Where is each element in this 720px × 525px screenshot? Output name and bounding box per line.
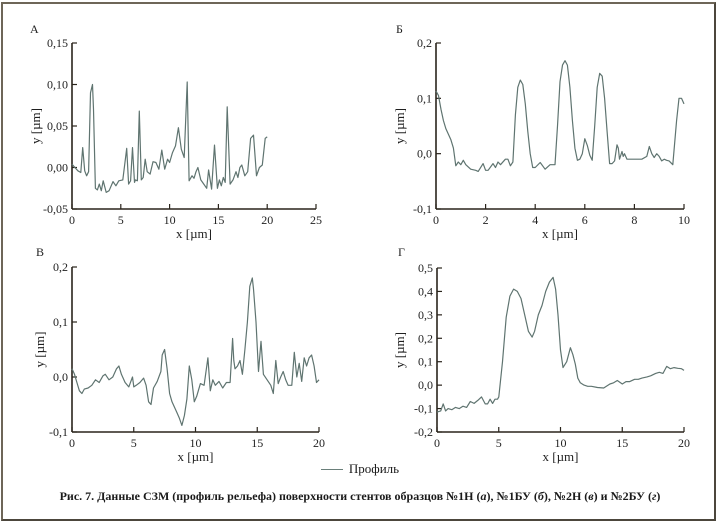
legend-line-swatch: [320, 468, 343, 470]
x-axis-label: x [µm]: [542, 226, 578, 241]
y-tick-label: 0,2: [417, 36, 432, 50]
legend: Профиль: [0, 461, 720, 477]
panel-label: В: [36, 245, 44, 259]
profile-series-line: [436, 276, 685, 413]
x-tick-label: 0: [69, 213, 75, 227]
x-tick-label: 8: [631, 213, 637, 227]
caption-b: б: [537, 489, 544, 503]
x-tick-label: 6: [582, 213, 588, 227]
x-tick-label: 10: [555, 436, 567, 450]
caption-d: г: [651, 489, 657, 503]
y-tick-label: 0,5: [418, 261, 433, 275]
y-tick-label: -0,1: [49, 425, 68, 439]
y-tick-label: 0,10: [47, 78, 68, 92]
panel-label: Г: [398, 245, 405, 259]
x-tick-label: 10: [164, 213, 176, 227]
y-tick-label: 0,2: [418, 331, 433, 345]
caption-a: а: [480, 489, 487, 503]
y-tick-label: -0,05: [43, 202, 68, 216]
x-tick-label: 25: [310, 213, 322, 227]
y-axis-label: y [µm]: [392, 332, 407, 368]
x-axis-label: x [µm]: [177, 449, 213, 464]
chart-panel-3: В -0,1 0,0 0,1 0,2 0 5 10 15 20 x [µm] y [µm]: [32, 245, 325, 464]
caption-sep2: ), №2Н (: [543, 489, 589, 503]
x-tick-label: 10: [190, 436, 202, 450]
caption-c: в: [588, 489, 594, 503]
x-tick-label: 0: [434, 436, 440, 450]
chart-panel-1: А -0,05 0,00 0,05 0,10 0,15 0 5 10 15 20 25 x [µm] y …: [28, 22, 322, 241]
x-tick-label: 5: [118, 213, 124, 227]
y-tick-label: 0,2: [53, 260, 68, 274]
x-tick-label: 20: [313, 436, 325, 450]
y-axis-label: y [µm]: [392, 108, 407, 144]
figure-caption: Рис. 7. Данные СЗМ (профиль рельефа) пов…: [0, 489, 720, 504]
legend-label: Профиль: [348, 461, 400, 476]
x-tick-label: 20: [261, 213, 273, 227]
y-tick-label: 0,0: [418, 378, 433, 392]
caption-prefix: Рис. 7. Данные СЗМ (профиль рельефа) пов…: [59, 489, 481, 503]
caption-sep3: ) и №2БУ (: [593, 489, 652, 503]
x-tick-label: 4: [532, 213, 538, 227]
x-axis-label: x [µm]: [176, 226, 212, 241]
x-tick-label: 15: [212, 213, 224, 227]
y-tick-label: 0,0: [53, 370, 68, 384]
caption-suffix: ): [656, 489, 661, 503]
profile-series-line: [435, 60, 685, 172]
x-tick-label: 15: [616, 436, 628, 450]
x-tick-label: 0: [433, 213, 439, 227]
x-tick-label: 15: [251, 436, 263, 450]
profile-series-line: [71, 81, 268, 193]
y-tick-label: 0,1: [417, 91, 432, 105]
y-axis-label: y [µm]: [32, 331, 47, 367]
y-tick-label: -0,1: [414, 402, 433, 416]
y-tick-label: -0,1: [413, 202, 432, 216]
y-tick-label: 0,05: [47, 119, 68, 133]
x-tick-label: 20: [678, 436, 690, 450]
profile-series-line: [71, 277, 320, 426]
y-tick-label: 0,0: [417, 147, 432, 161]
y-tick-label: 0,1: [53, 315, 68, 329]
x-tick-label: 5: [131, 436, 137, 450]
y-axis-label: y [µm]: [28, 108, 43, 144]
chart-panel-2: Б -0,1 0,0 0,1 0,2 0 2 4 6 8 10 x [µm] y [µm]: [392, 22, 690, 241]
x-tick-label: 0: [69, 436, 75, 450]
chart-panel-4: Г -0,2 -0,1 0,0 0,1 0,2 0,3 0,4 0,5 0 5 10 15 20 x [µm…: [392, 245, 690, 464]
x-tick-label: 10: [678, 213, 690, 227]
x-axis-label: x [µm]: [542, 449, 578, 464]
x-tick-label: 2: [483, 213, 489, 227]
y-tick-label: 0,00: [47, 161, 68, 175]
y-tick-label: 0,3: [418, 308, 433, 322]
x-tick-label: 5: [496, 436, 502, 450]
y-tick-label: 0,1: [418, 355, 433, 369]
y-tick-label: -0,2: [414, 425, 433, 439]
y-tick-label: 0,4: [418, 284, 433, 298]
panel-label: А: [30, 22, 39, 36]
caption-sep1: ), №1БУ (: [486, 489, 538, 503]
y-tick-label: 0,15: [47, 36, 68, 50]
panel-label: Б: [396, 22, 403, 36]
